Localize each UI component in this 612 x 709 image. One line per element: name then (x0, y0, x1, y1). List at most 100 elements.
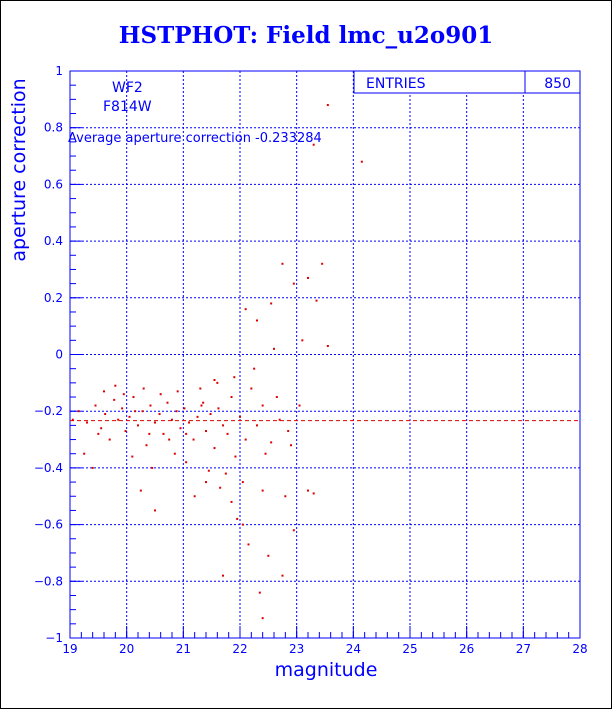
data-point (301, 339, 304, 342)
data-point (137, 424, 139, 427)
y-tick-label: 1 (55, 64, 63, 78)
x-tick-label: 21 (176, 642, 191, 656)
data-point (145, 444, 148, 447)
data-point (122, 393, 125, 396)
data-point (114, 384, 117, 387)
data-point (117, 418, 120, 421)
data-point (267, 554, 270, 557)
chart-title: HSTPHOT: Field lmc_u2o901 (118, 22, 494, 49)
data-point (312, 143, 315, 146)
data-point (86, 421, 88, 424)
data-point (205, 430, 207, 433)
data-point (264, 452, 267, 455)
data-point (216, 381, 219, 384)
data-point (315, 299, 318, 302)
data-point (148, 432, 151, 435)
data-point (168, 438, 171, 441)
data-point (104, 413, 107, 416)
stats-label: ENTRIES (366, 76, 426, 92)
data-point (239, 415, 241, 418)
data-point (209, 413, 212, 416)
data-point (77, 410, 80, 413)
data-point (278, 418, 281, 421)
data-point (273, 347, 275, 350)
stats-box: ENTRIES 850 (353, 70, 581, 94)
data-point (230, 500, 233, 503)
data-point (217, 407, 220, 410)
data-point (134, 410, 137, 413)
data-point (199, 387, 202, 390)
data-point (179, 427, 182, 430)
data-point (103, 390, 105, 393)
data-point (275, 396, 278, 399)
data-point (230, 396, 233, 399)
data-point (287, 430, 290, 433)
data-point (108, 438, 111, 441)
data-point (321, 262, 324, 265)
data-point (183, 407, 186, 410)
y-tick-label: 0.8 (44, 121, 63, 135)
data-point (326, 344, 329, 347)
data-point (71, 418, 74, 421)
data-point (162, 432, 165, 435)
stats-box-frame (353, 70, 581, 94)
data-point (139, 489, 142, 492)
data-point (202, 401, 205, 404)
data-point (207, 469, 210, 472)
annotation-filter: F814W (103, 99, 152, 115)
data-points (71, 104, 363, 620)
data-point (241, 523, 244, 526)
data-point (113, 398, 116, 401)
data-point (173, 452, 176, 455)
data-point (185, 432, 188, 435)
y-tick-label: 0 (55, 348, 63, 362)
data-point (175, 410, 178, 413)
data-point (166, 401, 169, 404)
grid (70, 71, 580, 638)
x-axis-label: magnitude (275, 659, 378, 681)
data-point (244, 308, 247, 311)
data-point (290, 444, 292, 447)
data-point (213, 379, 216, 382)
data-point (213, 447, 216, 450)
annotation-wf2: WF2 (112, 80, 143, 96)
data-point (298, 404, 301, 407)
data-point (250, 387, 253, 390)
y-tick-label: −0.2 (34, 404, 63, 418)
y-tick-label: −0.8 (34, 574, 63, 588)
x-tick-label: 28 (572, 642, 587, 656)
data-point (121, 407, 124, 410)
x-tick-label: 20 (119, 642, 134, 656)
data-point (205, 481, 207, 484)
data-point (141, 410, 144, 413)
stats-value: 850 (544, 76, 571, 92)
data-point (158, 413, 161, 416)
x-tick-label: 25 (402, 642, 417, 656)
y-tick-label: −0.4 (34, 461, 63, 475)
y-tick-label: −0.6 (34, 518, 63, 532)
data-point (193, 495, 196, 498)
x-tick-labels: 19 20 21 22 23 24 25 26 27 28 (62, 642, 587, 656)
data-point (132, 396, 135, 399)
data-point (284, 495, 287, 498)
x-tick-label: 19 (62, 642, 77, 656)
tick-marks (69, 70, 581, 639)
data-point (307, 489, 309, 492)
data-point (307, 276, 309, 279)
y-tick-label: 0.6 (44, 177, 63, 191)
data-point (261, 404, 264, 407)
data-point (312, 492, 315, 495)
data-point (270, 441, 273, 444)
x-tick-label: 24 (346, 642, 361, 656)
data-point (222, 574, 224, 577)
y-tick-label: −1 (45, 631, 63, 645)
data-point (154, 509, 156, 512)
data-point (281, 262, 284, 265)
data-point (326, 104, 329, 107)
annotation-average: Average aperture correction -0.233284 (68, 131, 322, 146)
y-axis-label: aperture correction (8, 78, 30, 261)
data-point (171, 418, 173, 421)
data-point (151, 466, 154, 469)
data-point (142, 387, 145, 390)
